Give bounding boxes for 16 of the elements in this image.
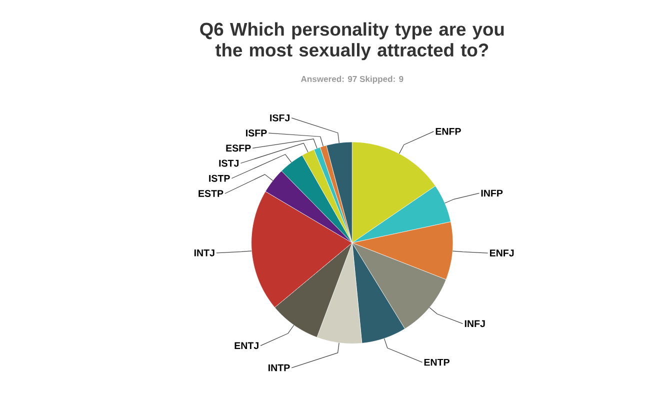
slice-label: ENTP	[424, 359, 450, 366]
slice-label: ISTP	[209, 175, 230, 182]
chart-title: Q6 Which personality type are you the most sexually attracted to?	[200, 22, 504, 60]
slice-label: INTJ	[194, 250, 214, 256]
slice-label: ISFJ	[270, 114, 290, 122]
slice-label: ENFJ	[490, 250, 514, 257]
slice-label: ENFP	[436, 128, 461, 135]
slice-label: ENTJ	[234, 342, 258, 350]
slice-label: ESTP	[198, 190, 224, 198]
chart-subtitle: Answered: 97 Skipped: 9	[300, 76, 404, 84]
slice-label: ISFP	[246, 130, 267, 137]
slice-label: ESFP	[226, 144, 251, 152]
slice-label: INFP	[481, 190, 503, 197]
slice-label: INFJ	[464, 320, 485, 328]
slice-label: INTP	[268, 364, 290, 372]
slice-label: ISTJ	[219, 160, 239, 167]
